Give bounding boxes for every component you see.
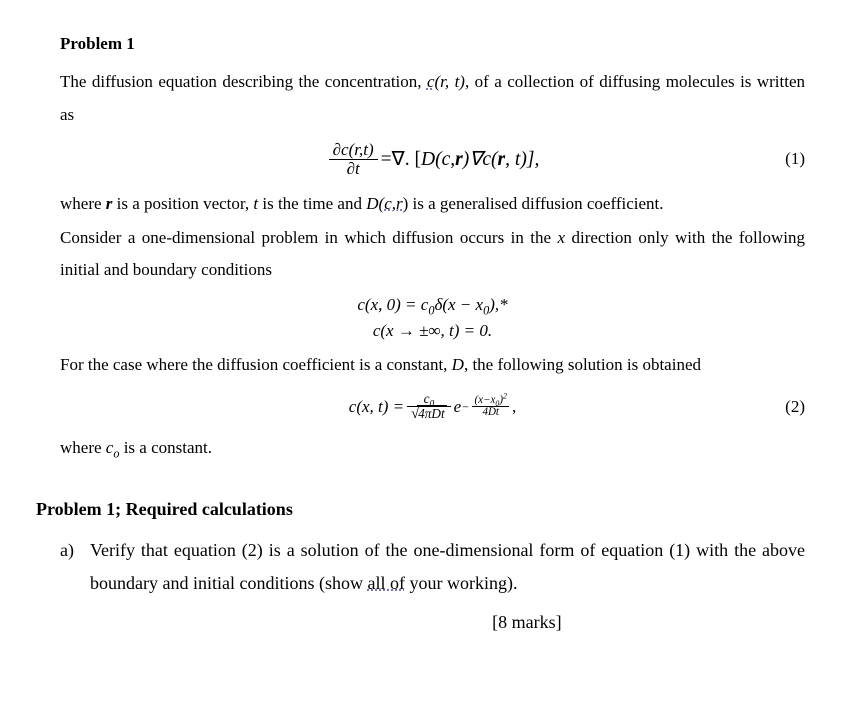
emphasis-all-of: all of [367, 573, 405, 593]
equation-1: ∂c(r,t) ∂t = ∇. [D(c, r)∇c(r, t)], (1) [60, 141, 805, 178]
marks: [8 marks] [492, 605, 805, 639]
symbol-x: x [558, 228, 566, 247]
denominator: 4πDt [407, 407, 451, 422]
intro-paragraph: The diffusion equation describing the co… [60, 66, 805, 131]
equation-number: (1) [785, 149, 805, 169]
condition-1: c(x, 0) = c0δ(x − x0),* [60, 292, 805, 318]
text: , t)], [505, 148, 539, 171]
symbol-c: c [427, 72, 435, 91]
part-label: a) [60, 534, 90, 599]
denominator: 4Dt [472, 407, 508, 419]
text: is a constant. [119, 438, 212, 457]
symbol-r-bold: r [455, 148, 463, 171]
symbol-cr: c,r [384, 194, 402, 213]
fraction-exp: (x−x0)2 4Dt [472, 395, 508, 419]
equation-body: ∂c(r,t) ∂t = ∇. [D(c, r)∇c(r, t)], [326, 141, 540, 178]
equation-2: c(x, t) = c0 4πDt e − (x−x0)2 4Dt , (2) [60, 392, 805, 422]
text: δ(x − x [434, 295, 483, 314]
text: ) is a generalised diffusion coefficient… [403, 194, 664, 213]
section-required-calculations: Problem 1; Required calculations [36, 492, 805, 526]
text: Consider a one-dimensional problem in wh… [60, 228, 558, 247]
part-body: Verify that equation (2) is a solution o… [90, 534, 805, 599]
exponent: − (x−x0)2 4Dt [461, 395, 512, 419]
part-a: a) Verify that equation (2) is a solutio… [60, 534, 805, 599]
minus: − [461, 400, 469, 414]
denominator: ∂t [329, 160, 378, 178]
paragraph-consider: Consider a one-dimensional problem in wh… [60, 222, 805, 287]
text: ),* [489, 295, 507, 314]
numerator: ∂c(r,t) [329, 141, 378, 160]
text: is a position vector, [112, 194, 253, 213]
radicand: 4πDt [417, 405, 447, 421]
text: c(x, 0) = c [357, 295, 428, 314]
problem-title: Problem 1 [60, 28, 805, 60]
equation-body: c(x, t) = c0 4πDt e − (x−x0)2 4Dt , [349, 392, 516, 422]
superscript: 2 [503, 391, 507, 400]
text: (x−x [474, 394, 495, 406]
condition-2: c(x → ±∞, t) = 0. [60, 318, 805, 344]
lhs: c(x, t) = [349, 397, 404, 417]
equals: = [381, 148, 392, 171]
symbol-e: e [454, 397, 462, 417]
text: For the case where the diffusion coeffic… [60, 355, 452, 374]
sqrt: 4πDt [411, 407, 447, 422]
symbol-r-bold: r [498, 148, 506, 171]
fraction-dc-dt: ∂c(r,t) ∂t [329, 141, 378, 178]
text: your working). [405, 573, 517, 593]
page: Problem 1 The diffusion equation describ… [0, 0, 865, 717]
paragraph-where: where r is a position vector, t is the t… [60, 188, 805, 220]
text: , the following solution is obtained [464, 355, 701, 374]
text: The diffusion equation describing the co… [60, 72, 427, 91]
symbol-D: D(c, [421, 148, 455, 171]
initial-conditions: c(x, 0) = c0δ(x − x0),* c(x → ±∞, t) = 0… [60, 292, 805, 343]
equation-number: (2) [785, 397, 805, 417]
nabla-bracket: ∇. [ [392, 148, 421, 171]
symbol-D: D [452, 355, 464, 374]
text: where [60, 194, 106, 213]
text: is the time and [258, 194, 366, 213]
trailing-comma: , [512, 397, 516, 417]
paragraph-constant-D: For the case where the diffusion coeffic… [60, 349, 805, 381]
text: where [60, 438, 106, 457]
symbol-D: D( [366, 194, 384, 213]
fraction-c0-sqrt: c0 4πDt [407, 392, 451, 422]
text: )∇c( [463, 148, 498, 171]
paragraph-where-c0: where co is a constant. [60, 432, 805, 464]
symbol-args: (r, t) [435, 72, 465, 91]
